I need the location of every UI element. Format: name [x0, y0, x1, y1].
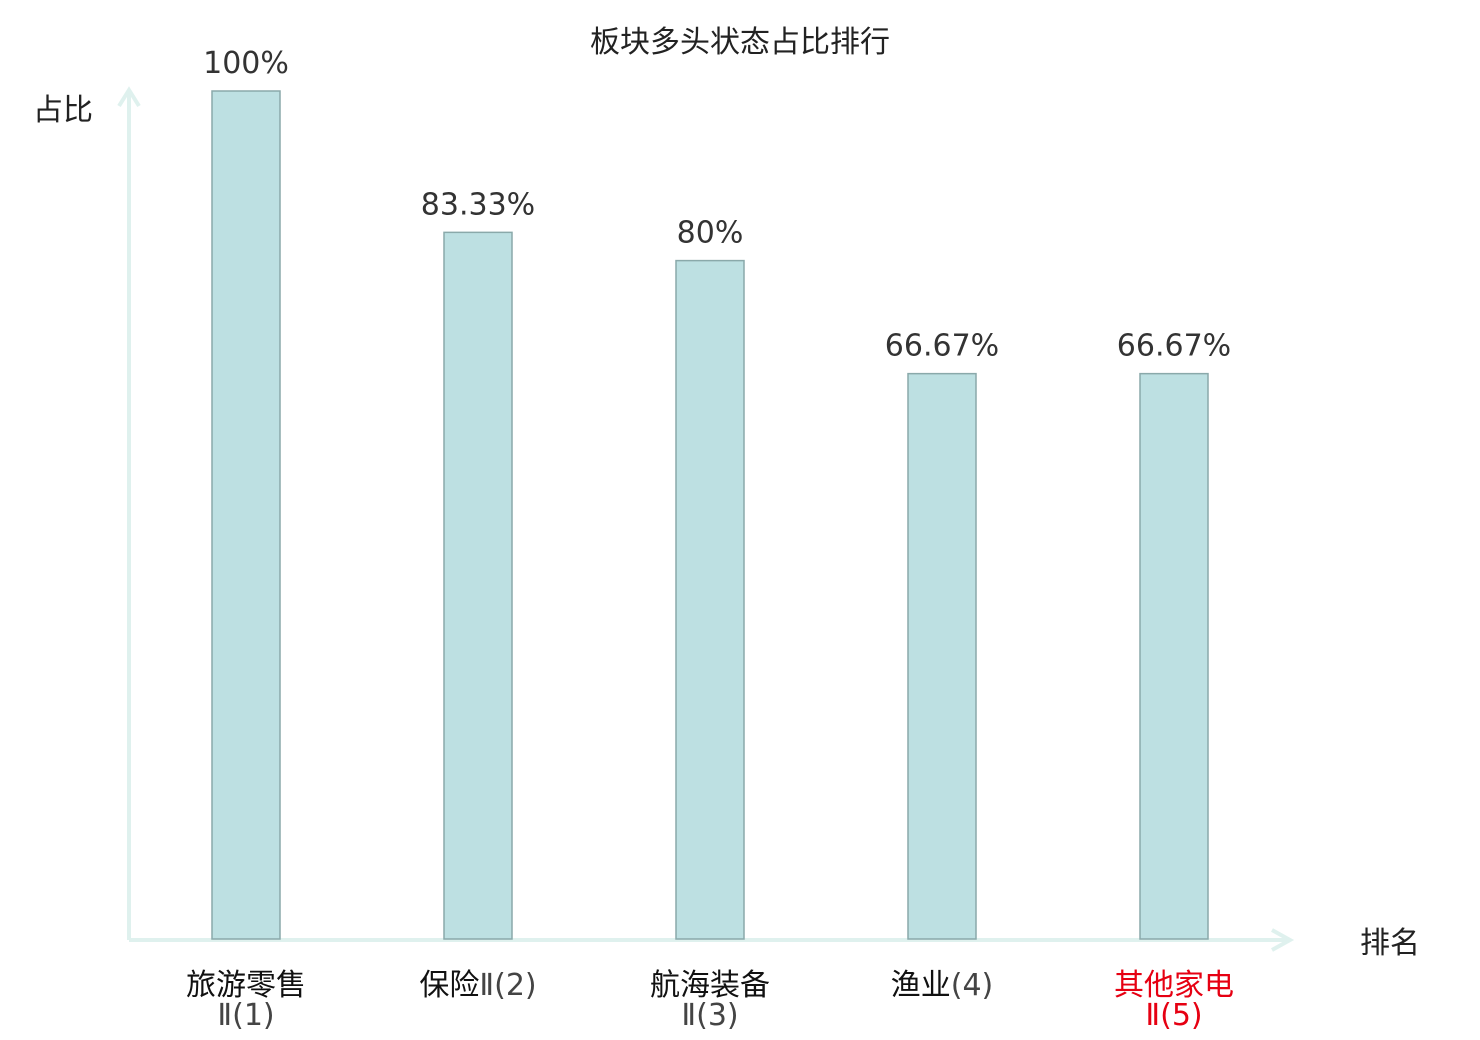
bars-group	[211, 90, 1209, 940]
data-label: 66.67%	[1117, 329, 1231, 364]
data-label: 66.67%	[885, 329, 999, 364]
bar	[443, 231, 513, 940]
x-tick-label: 旅游零售	[186, 968, 306, 1003]
category-rank: Ⅱ(2)	[479, 968, 536, 1003]
category-name: 航海装备	[650, 968, 770, 1003]
x-axis-label: 排名	[1360, 926, 1420, 961]
category-name: 其他家电	[1114, 968, 1234, 1003]
category-rank: (4)	[951, 968, 994, 1003]
y-axis	[117, 86, 141, 940]
bar	[907, 372, 977, 940]
y-axis-label: 占比	[33, 93, 93, 128]
y-axis-arrow	[117, 86, 141, 108]
bar	[1139, 372, 1209, 940]
category-rank: Ⅱ(1)	[217, 998, 274, 1033]
x-tick-label: 保险Ⅱ(2)	[419, 968, 536, 1003]
bar	[211, 90, 281, 940]
data-label: 83.33%	[421, 187, 535, 222]
x-tick-label: 渔业(4)	[891, 968, 994, 1003]
data-label: 80%	[677, 216, 744, 251]
x-axis	[129, 928, 1295, 952]
x-tick-label: 航海装备	[650, 968, 770, 1003]
category-name: 渔业	[891, 968, 951, 1003]
bar	[675, 259, 745, 940]
data-label: 100%	[203, 46, 289, 81]
category-name: 旅游零售	[186, 968, 306, 1003]
x-tick-label: 其他家电	[1114, 968, 1234, 1003]
category-rank: Ⅱ(3)	[681, 998, 738, 1033]
category-rank: Ⅱ(5)	[1145, 998, 1202, 1033]
chart-title: 板块多头状态占比排行	[590, 25, 890, 60]
value-labels-group: 100% 83.33% 80% 66.67% 66.67%	[203, 46, 1231, 364]
x-axis-arrow	[1271, 928, 1295, 952]
category-name: 保险	[419, 968, 479, 1003]
